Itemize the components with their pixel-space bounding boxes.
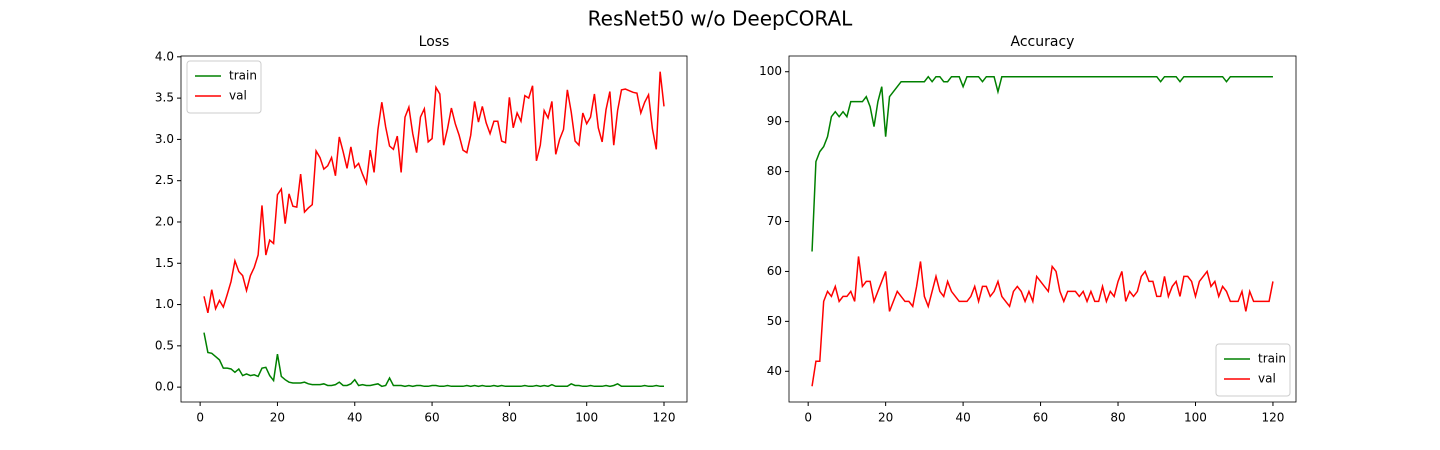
y-tick-label: 50: [767, 314, 782, 328]
data-line: [203, 332, 664, 388]
data-line: [811, 256, 1274, 387]
data-line: [203, 71, 665, 313]
data-line: [811, 75, 1273, 252]
y-tick-label: 3.0: [155, 132, 174, 146]
y-tick-label: 4.0: [155, 49, 174, 63]
axes-title: Loss: [419, 34, 450, 50]
legend: train val: [1215, 343, 1291, 397]
legend-frame: [186, 60, 262, 114]
axes-frame: [788, 55, 1297, 403]
axes-title: Accuracy: [1011, 34, 1075, 50]
x-tick-label: 100: [1184, 411, 1207, 425]
x-tick-label: 0: [804, 411, 812, 425]
legend-label: train: [1258, 352, 1286, 366]
x-tick-label: 60: [1033, 411, 1048, 425]
legend-label: val: [1258, 372, 1276, 386]
y-tick-label: 3.5: [155, 91, 174, 105]
x-tick-label: 20: [878, 411, 893, 425]
x-tick-label: 80: [502, 411, 517, 425]
y-tick-label: 2.5: [155, 173, 174, 187]
x-tick-label: 40: [347, 411, 362, 425]
x-tick-label: 120: [1262, 411, 1285, 425]
x-tick-label: 100: [575, 411, 598, 425]
x-tick-label: 40: [955, 411, 970, 425]
x-tick-label: 120: [653, 411, 676, 425]
y-tick-label: 0.0: [155, 380, 174, 394]
x-tick-label: 80: [1110, 411, 1125, 425]
y-tick-label: 40: [767, 364, 782, 378]
y-tick-label: 80: [767, 164, 782, 178]
x-tick-label: 0: [196, 411, 204, 425]
y-tick-label: 1.0: [155, 297, 174, 311]
y-tick-label: 60: [767, 264, 782, 278]
legend-frame: [1215, 343, 1291, 397]
figure-title: ResNet50 w/o DeepCORAL: [588, 7, 854, 31]
x-tick-label: 20: [270, 411, 285, 425]
legend-label: val: [229, 89, 247, 103]
y-tick-label: 0.5: [155, 338, 174, 352]
x-tick-label: 60: [424, 411, 439, 425]
y-tick-label: 70: [767, 214, 782, 228]
legend-label: train: [229, 69, 257, 83]
legend: train val: [186, 60, 262, 114]
y-tick-label: 1.5: [155, 256, 174, 270]
y-tick-label: 90: [767, 114, 782, 128]
y-tick-label: 2.0: [155, 214, 174, 228]
y-tick-label: 100: [759, 64, 782, 78]
axes-frame: [180, 55, 688, 403]
